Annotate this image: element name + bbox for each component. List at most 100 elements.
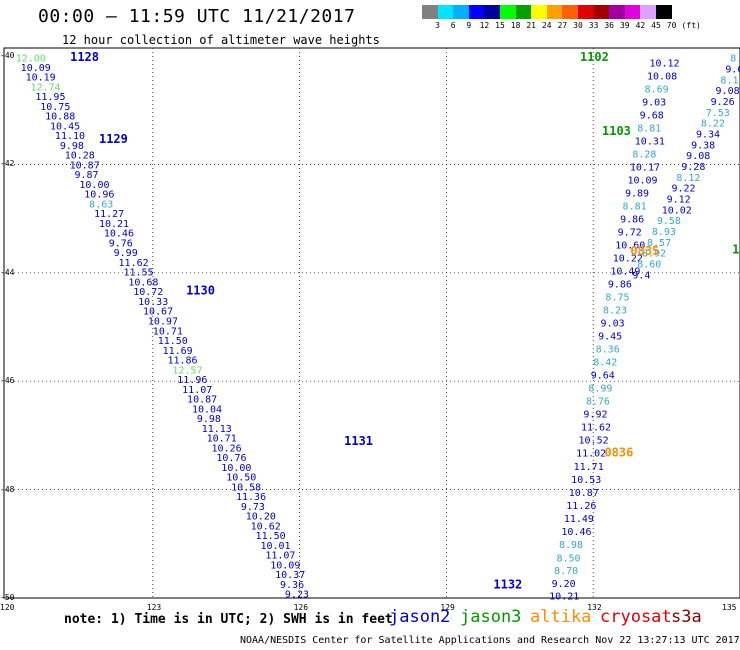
wave-height-value: 10.88: [45, 112, 75, 123]
color-swatch: [655, 5, 672, 19]
wave-height-value: 8.60: [637, 260, 661, 271]
wave-height-value: 10.46: [104, 229, 134, 240]
wave-height-value: 9.23: [285, 590, 309, 601]
wave-height-value: 10.87: [70, 160, 100, 171]
wave-height-value: 10.09: [21, 63, 51, 74]
wave-height-value: 9.58: [657, 216, 681, 227]
longitude-label: 132: [587, 603, 602, 612]
wave-height-value: 10.21: [99, 219, 129, 230]
wave-height-value: 10.96: [84, 190, 114, 201]
color-scale-label: 18: [510, 21, 521, 30]
pass-time-labels: 1128112911301131113211021103110083508360: [70, 50, 740, 591]
wave-height-value: 10.87: [187, 395, 217, 406]
color-scale-labels: 3 6 9 12 15 18 21 24 27 30 33 36 39 42 45 70 (ft): [422, 21, 740, 33]
wave-height-value: 11.95: [35, 92, 65, 103]
wave-height-value: 8.14: [720, 75, 740, 86]
color-scale-label: 30: [573, 21, 583, 30]
wave-height-value: 9.76: [109, 238, 133, 249]
wave-height-value: 8.75: [605, 293, 629, 304]
wave-height-value: 11.69: [163, 346, 193, 357]
pass-time-label: 1131: [344, 434, 373, 448]
wave-height-value: 9.86: [620, 215, 644, 226]
latitude-label: -50: [0, 593, 15, 602]
pass-time-label: 1102: [580, 50, 609, 64]
color-scale-label: 70: [666, 21, 677, 30]
wave-height-value: 7.53: [706, 108, 730, 119]
wave-height-value: 10.28: [65, 151, 95, 162]
wave-height-value: 10.72: [133, 287, 163, 298]
wave-height-value: 11.26: [566, 501, 596, 512]
wave-height-value: 9.26: [711, 97, 735, 108]
wave-height-value: 10.33: [138, 297, 168, 308]
wave-height-value: 8.76: [586, 397, 610, 408]
wave-height-value: 9.20: [552, 579, 576, 590]
satellite-legend-jason3: jason3: [460, 607, 522, 627]
wave-height-value: 10.46: [561, 527, 591, 538]
wave-height-value: 12.00: [16, 54, 46, 65]
wave-height-value: 8.93: [652, 227, 676, 238]
wave-height-value: 9.60: [725, 64, 740, 75]
credit-line: NOAA/NESDIS Center for Satellite Applica…: [240, 635, 740, 646]
wave-height-value: 9.28: [681, 162, 705, 173]
color-scale-label: 3: [435, 21, 441, 30]
wave-height-value: 10.53: [571, 475, 601, 486]
wave-height-value: 8.81: [637, 124, 661, 135]
wave-height-value: 9.08: [686, 151, 710, 162]
pass-time-label: 1130: [186, 284, 215, 298]
latitude-label: -44: [0, 267, 15, 277]
color-scale-label: 33: [588, 21, 599, 30]
wave-height-value: 9.99: [114, 248, 138, 259]
wave-height-value: 10.67: [143, 307, 173, 318]
wave-height-value: 10.09: [270, 560, 300, 571]
satellite-tracks: 12.0010.0910.1912.7411.9510.7510.8810.45…: [16, 54, 740, 603]
wave-height-value: 10.09: [627, 176, 657, 187]
wave-height-value: 8.42: [593, 358, 617, 369]
wave-height-value: 12.57: [172, 365, 202, 376]
satellite-legend-s3a: s3a: [671, 607, 702, 627]
wave-height-value: 11.13: [202, 424, 232, 435]
wave-height-value: 10.02: [662, 205, 692, 216]
latitude-label: -46: [0, 376, 15, 386]
wave-height-value: 10.04: [192, 404, 222, 415]
wave-height-value: 10.97: [148, 316, 178, 327]
wave-height-value: 8.70: [554, 566, 578, 577]
wave-height-value: 10.26: [212, 443, 242, 454]
wave-height-value: 10.71: [207, 434, 237, 445]
wave-height-value: 9.22: [671, 184, 695, 195]
wave-height-value: 9.12: [667, 195, 691, 206]
color-swatch: [515, 5, 532, 19]
wave-height-value: 10.58: [231, 482, 261, 493]
color-swatch: [546, 5, 563, 19]
wave-height-value: 10.17: [630, 163, 660, 174]
color-scale-label: (ft): [681, 21, 701, 30]
color-scale-label: 45: [651, 21, 661, 30]
color-swatch: [531, 5, 547, 19]
wave-height-value: 9.03: [642, 98, 666, 109]
wave-height-value: 11.55: [123, 268, 153, 279]
color-swatch: [640, 5, 656, 19]
color-scale-bar: [422, 5, 672, 19]
wave-height-value: 10.60: [615, 241, 645, 252]
wave-height-value: 9.34: [696, 130, 720, 141]
pass-time-label: 1128: [70, 50, 99, 64]
satellite-legend-jason2: jason2: [389, 607, 451, 627]
pass-time-label: 0836: [604, 446, 633, 460]
wave-height-value: 8.99: [730, 54, 740, 65]
pass-time-label: 1103: [602, 124, 631, 138]
latitude-label: -48: [0, 484, 15, 494]
wave-height-value: 11.62: [581, 423, 611, 434]
color-scale-label: 39: [619, 21, 630, 30]
pass-time-label: 110: [732, 242, 740, 256]
color-scale-label: 36: [604, 21, 615, 30]
wave-height-value: 10.31: [635, 137, 665, 148]
wave-height-value: 10.00: [221, 463, 251, 474]
pass-time-label: 1129: [99, 132, 128, 146]
wave-height-value: 10.62: [251, 521, 281, 532]
wave-height-value: 11.10: [55, 131, 85, 142]
wave-height-value: 9.73: [241, 502, 265, 513]
wave-height-value: 10.19: [26, 73, 56, 84]
wave-height-value: 9.64: [591, 371, 615, 382]
wave-height-value: 9.89: [625, 189, 649, 200]
color-scale-label: 12: [479, 21, 490, 30]
wave-height-value: 8.69: [645, 85, 669, 96]
